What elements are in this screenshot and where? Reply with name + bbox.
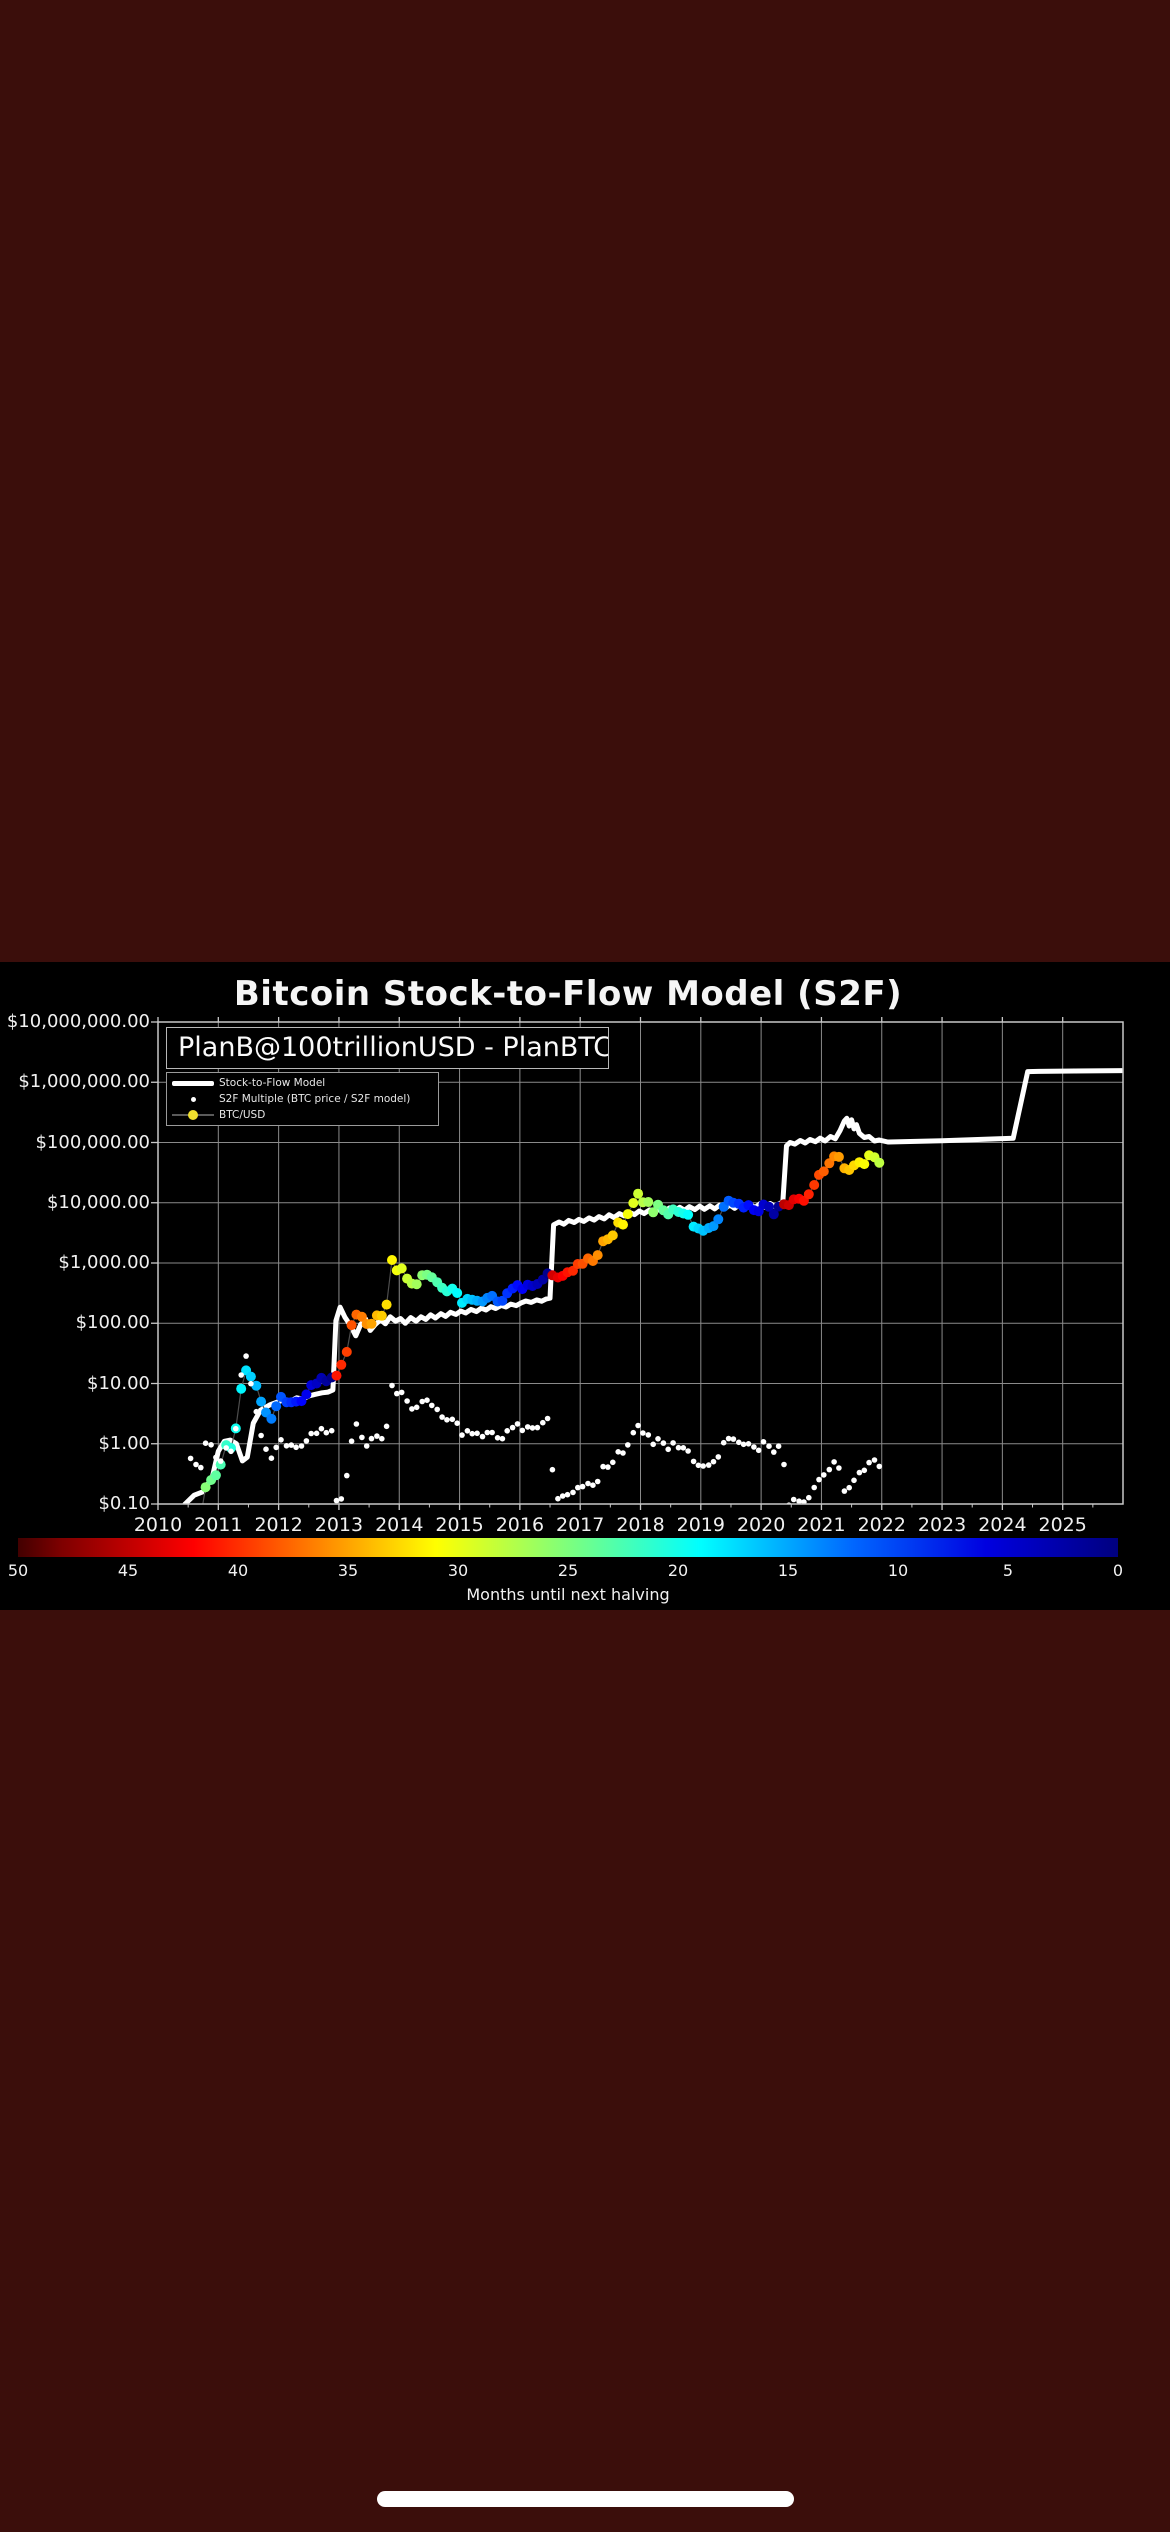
legend-label-btcusd: BTC/USD [219,1108,266,1121]
x-tick-label: 2021 [797,1514,846,1536]
colorbar-tick-label: 5 [1002,1561,1014,1580]
home-indicator[interactable] [377,2491,794,2507]
x-tick-label: 2013 [314,1514,364,1536]
x-tick-label: 2024 [978,1514,1027,1536]
colorbar-tick-label: 45 [117,1561,139,1580]
colorbar-tick-label: 40 [227,1561,249,1580]
legend: Stock-to-Flow Model S2F Multiple (BTC pr… [166,1072,439,1126]
plot-area [151,1017,1124,1510]
colorbar-tick-label: 20 [667,1561,689,1580]
annotation-box: PlanB@100trillionUSD - PlanBTC.com [166,1027,609,1069]
y-tick-label: $100.00 [75,1312,150,1334]
legend-item-model: Stock-to-Flow Model [167,1076,438,1091]
x-tick-label: 2022 [857,1514,906,1536]
x-tick-label: 2016 [495,1514,545,1536]
y-tick-label: $1,000.00 [58,1252,150,1273]
y-tick-label: $1.00 [98,1432,150,1454]
legend-label-multiple: S2F Multiple (BTC price / S2F model) [219,1093,411,1105]
y-tick-label: $100,000.00 [35,1131,150,1153]
legend-item-multiple: S2F Multiple (BTC price / S2F model) [167,1092,438,1107]
y-tick-label: $10,000,000.00 [6,1011,150,1032]
y-tick-label: $10.00 [87,1372,150,1394]
colorbar-tick-label: 50 [7,1561,29,1580]
y-tick-label: $1,000,000.00 [18,1071,150,1093]
x-tick-label: 2025 [1038,1514,1087,1536]
colorbar-axis-label: Months until next halving [466,1585,670,1604]
colorbar-tick-label: 30 [447,1561,469,1580]
x-tick-label: 2015 [435,1514,484,1536]
s2f-chart-panel: Bitcoin Stock-to-Flow Model (S2F) PlanB@… [0,962,1170,1610]
y-tick-label: $10,000.00 [46,1191,150,1213]
colorbar-tick-label: 0 [1112,1561,1124,1580]
colorbar-tick-label: 15 [777,1561,799,1580]
white-dot-swatch-icon [167,1096,219,1102]
colorbar [18,1538,1118,1557]
colorbar-tick-label: 10 [887,1561,909,1580]
x-tick-label: 2020 [736,1514,786,1536]
thick-line-swatch-icon [167,1080,219,1086]
chart-title: Bitcoin Stock-to-Flow Model (S2F) [233,974,903,1014]
x-tick-label: 2023 [917,1514,967,1536]
colorbar-tick-label: 25 [557,1561,579,1580]
y-tick-label: $0.10 [98,1493,150,1514]
annotation-text: PlanB@100trillionUSD - PlanBTC.com [178,1032,608,1063]
legend-label-model: Stock-to-Flow Model [219,1077,326,1090]
x-tick-label: 2011 [194,1514,243,1536]
yellow-dot-swatch-icon [167,1109,219,1120]
x-tick-label: 2017 [556,1514,605,1536]
x-tick-label: 2014 [375,1514,424,1536]
legend-item-btcusd: BTC/USD [167,1107,438,1122]
x-tick-label: 2018 [616,1514,665,1536]
colorbar-tick-label: 35 [337,1561,359,1580]
x-tick-label: 2012 [254,1514,303,1536]
x-tick-label: 2010 [133,1514,183,1536]
x-tick-label: 2019 [676,1514,725,1536]
